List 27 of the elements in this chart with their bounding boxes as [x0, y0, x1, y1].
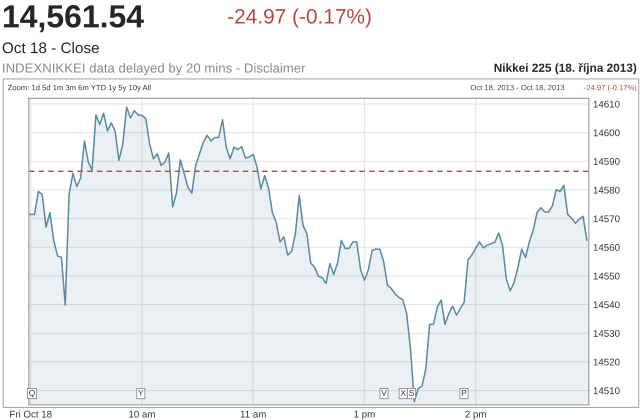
y-tick-label: 14540 [594, 301, 620, 308]
x-tick-label: 11 am [240, 410, 266, 418]
chart-subtitle: Oct 18 - Close [2, 42, 99, 54]
y-tick-label: 14530 [594, 330, 620, 337]
y-tick-label: 14600 [594, 129, 620, 136]
chart-title: 14,561.54 [4, 5, 144, 32]
y-tick-label: 14510 [594, 387, 620, 394]
annotation: S [409, 390, 414, 396]
annotation: V [381, 390, 387, 396]
x-tick-label: 1 pm [354, 410, 375, 420]
y-tick-label: 14580 [594, 186, 620, 194]
annotation: Y [138, 390, 144, 396]
x-tick-label: 10 am [129, 410, 155, 418]
text: Nikkei 225 (18. října 2013) [494, 63, 636, 74]
y-tick-label: 14550 [594, 272, 620, 280]
y-tick-label: 14590 [594, 158, 620, 165]
x-tick-label: Fri Oct 18 [10, 410, 52, 418]
text: INDEXNIKKEI data delayed by 20 mins - Disclaimer [3, 63, 306, 76]
y-tick-label: 14560 [594, 244, 620, 251]
text: -24.97 (-0.17%) [228, 8, 371, 28]
y-tick-label: 14570 [594, 215, 620, 222]
y-tick-label: 14610 [594, 100, 620, 108]
y-tick-label: 14520 [594, 358, 620, 366]
annotation: Q [29, 390, 35, 398]
annotation: X [400, 390, 406, 396]
x-tick-label: 2 pm [465, 410, 486, 420]
annotation: P [462, 390, 466, 396]
